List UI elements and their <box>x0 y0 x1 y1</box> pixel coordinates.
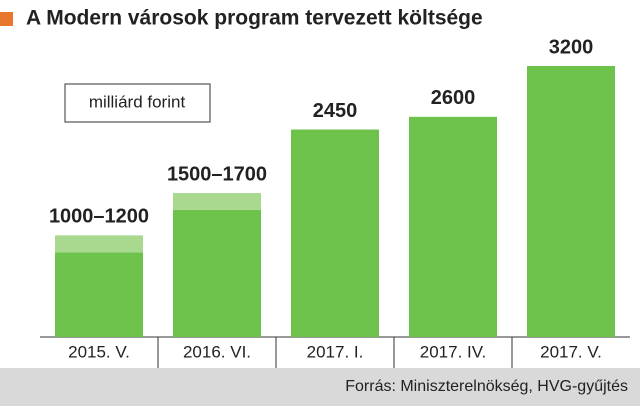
unit-label: milliárd forint <box>89 92 186 111</box>
x-tick-label: 2017. IV. <box>420 342 487 361</box>
source: Forrás: Miniszterelnökség, HVG-gyűjtés <box>345 378 628 395</box>
bar <box>291 129 379 337</box>
value-label: 2600 <box>431 87 476 109</box>
x-tick-label: 2016. VI. <box>183 342 251 361</box>
bar <box>173 209 261 337</box>
bar <box>55 252 143 337</box>
bar-range <box>55 235 143 253</box>
x-tick-label: 2017. I. <box>307 342 364 361</box>
footer <box>0 368 640 406</box>
unit-box <box>64 83 211 123</box>
x-tick-label: 2015. V. <box>68 342 130 361</box>
bar <box>409 116 497 337</box>
bar-range <box>173 193 261 210</box>
title-marker <box>0 12 13 26</box>
value-label: 1000–1200 <box>49 206 149 228</box>
chart-title: A Modern városok program tervezett költs… <box>26 7 483 30</box>
value-label: 3200 <box>549 36 594 58</box>
x-tick-label: 2017. V. <box>540 342 602 361</box>
value-label: 2450 <box>313 100 358 122</box>
value-label: 1500–1700 <box>167 163 267 185</box>
bar <box>527 66 615 337</box>
